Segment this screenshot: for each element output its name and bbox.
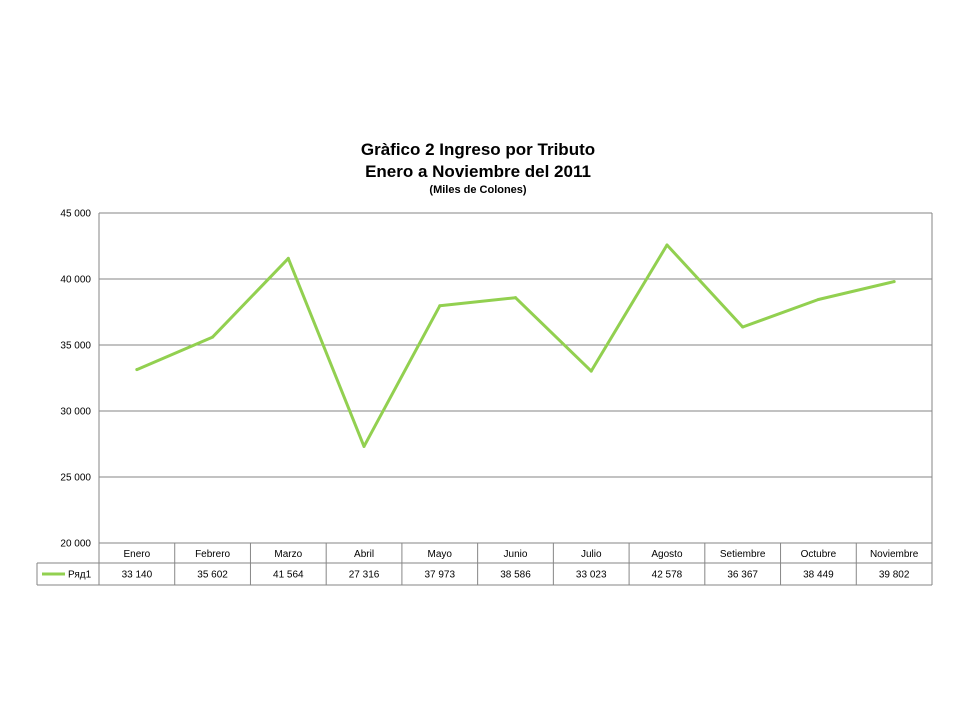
y-tick-label: 20 000 <box>60 539 91 550</box>
data-point <box>665 243 669 247</box>
data-point <box>514 296 517 300</box>
category-label: Octubre <box>801 549 837 560</box>
y-axis: 20 000 25 000 30 000 35 000 40 000 45 000 <box>60 209 91 550</box>
data-point <box>286 256 290 260</box>
series-line-layer <box>135 243 896 448</box>
category-label: Febrero <box>195 549 230 560</box>
chart-subtitle: (Miles de Colones) <box>429 184 527 196</box>
data-value-label: 39 802 <box>879 570 910 581</box>
series-line <box>135 243 896 448</box>
data-value-label: 36 367 <box>727 570 758 581</box>
data-value-label: 33 140 <box>122 570 153 581</box>
category-label: Junio <box>504 549 528 560</box>
data-value-label: 38 449 <box>803 570 834 581</box>
data-point <box>816 297 820 301</box>
y-tick-label: 35 000 <box>60 341 91 352</box>
data-point <box>741 325 745 329</box>
grid-lines <box>98 212 933 544</box>
data-point <box>135 368 139 372</box>
data-point <box>362 444 366 448</box>
category-label: Setiembre <box>720 549 766 560</box>
legend-series-name: Ряд1 <box>68 570 92 581</box>
data-point <box>589 369 593 373</box>
data-point <box>211 335 215 339</box>
category-label: Mayo <box>428 549 453 560</box>
y-tick-label: 25 000 <box>60 473 91 484</box>
chart-title-line1: Gràfico 2 Ingreso por Tributo <box>361 140 595 159</box>
category-label: Agosto <box>651 549 683 560</box>
data-value-label: 38 586 <box>500 570 531 581</box>
data-value-label: 42 578 <box>652 570 683 581</box>
data-value-label: 33 023 <box>576 570 607 581</box>
category-label: Noviembre <box>870 549 919 560</box>
data-value-label: 37 973 <box>424 570 455 581</box>
data-value-label: 27 316 <box>349 570 380 581</box>
y-tick-label: 40 000 <box>60 275 91 286</box>
chart-title-line2: Enero a Noviembre del 2011 <box>365 162 591 181</box>
data-point <box>892 280 896 284</box>
category-label: Abril <box>354 549 374 560</box>
category-label: Marzo <box>274 549 302 560</box>
y-tick-label: 30 000 <box>60 407 91 418</box>
data-value-label: 41 564 <box>273 570 304 581</box>
data-table: Enero Febrero Marzo Abril Mayo Junio Julio Agos… <box>36 542 933 586</box>
category-label: Enero <box>124 549 151 560</box>
data-value-label: 35 602 <box>197 570 228 581</box>
data-point <box>438 304 442 308</box>
y-tick-label: 45 000 <box>60 209 91 220</box>
category-label: Julio <box>581 549 602 560</box>
